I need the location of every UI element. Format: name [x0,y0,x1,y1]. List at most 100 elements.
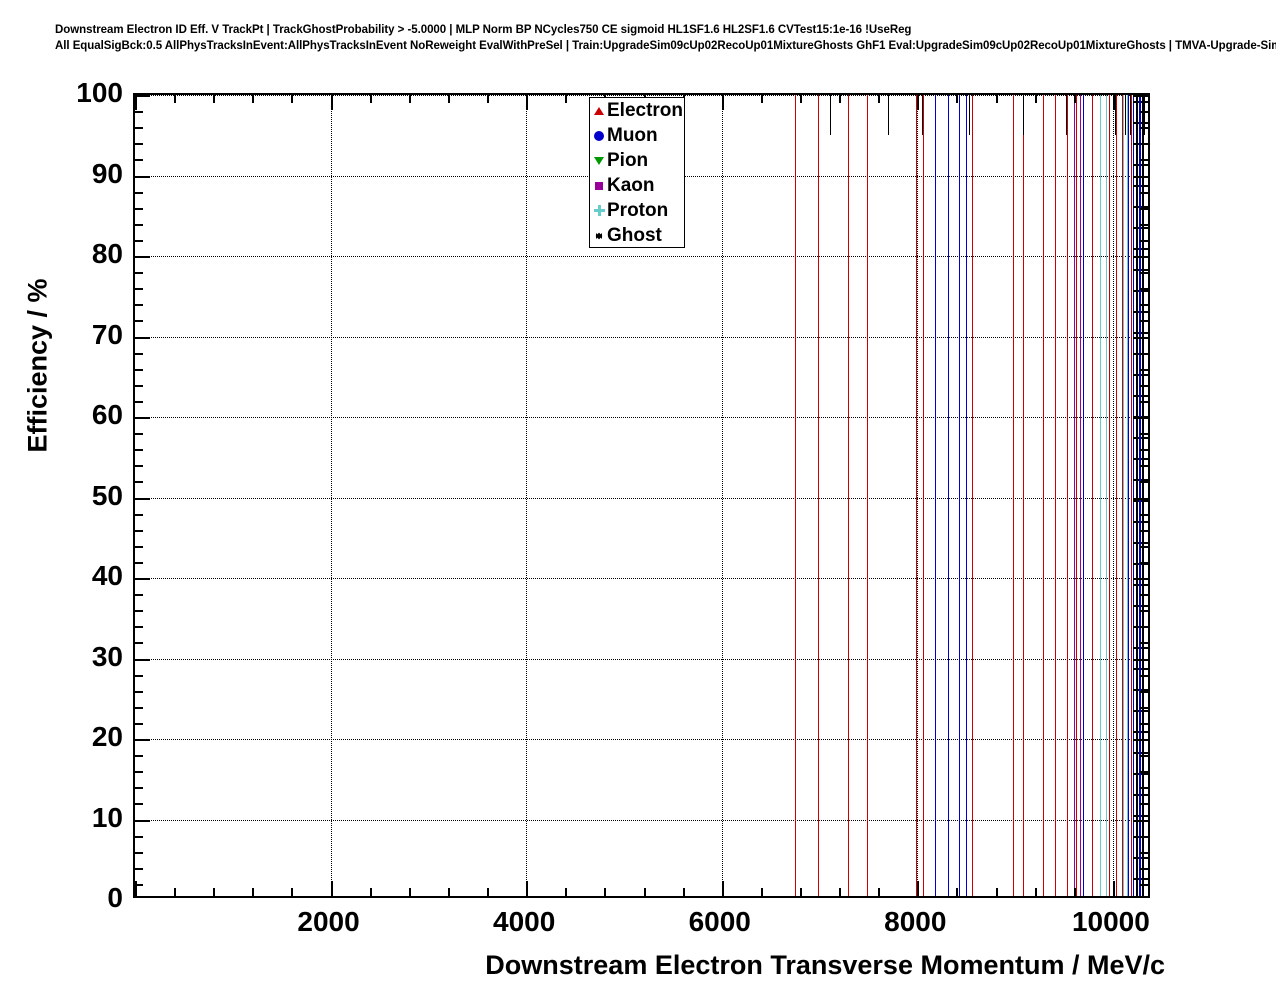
y-axis-tick [1140,674,1148,677]
x-axis-tick [917,95,920,110]
diamond-icon [592,229,606,243]
data-point-ghost [1136,95,1139,896]
y-axis-tick [135,722,143,725]
y-tick-label: 80 [91,238,123,269]
y-axis-tick [135,545,143,548]
y-axis-tick [135,819,150,822]
y-axis-tick [135,706,143,709]
legend-entry-electron[interactable]: Electron [590,98,684,123]
y-axis-tick [1140,626,1148,629]
grid-line-vertical [526,95,528,896]
data-point-kaon [1079,95,1081,896]
y-axis-tick [135,578,150,580]
y-axis-tick [135,690,143,693]
y-axis-tick [135,223,143,226]
y-tick-label: 10 [91,801,123,833]
y-tick-label: 30 [91,640,123,672]
y-axis-tick [1140,594,1148,597]
data-point-ghost [922,95,924,136]
y-axis-tick [135,497,150,500]
data-point-electron [1013,95,1015,896]
y-axis-tick [135,239,143,242]
y-axis-tick [1133,417,1148,419]
data-point-muon [1133,95,1135,896]
y-axis-tick [1140,400,1148,403]
y-tick-label: 0 [107,882,123,913]
y-axis-tick [1133,95,1148,97]
y-axis-tick [1133,497,1148,500]
circle-icon [592,129,606,143]
y-axis-tick [135,143,143,146]
x-axis-title: Downstream Electron Transverse Momentum … [485,950,1165,980]
x-axis-tick [760,95,763,103]
data-point-electron [1055,95,1057,896]
data-point-muon [1127,95,1129,896]
y-axis-tick [1140,384,1148,387]
y-axis-tick [135,288,143,291]
legend-label: Pion [607,150,649,171]
y-axis-tick [135,159,143,162]
x-axis-tick [604,888,607,896]
plot-header: Downstream Electron ID Eff. V TrackPt | … [55,22,1276,54]
x-axis-tick [565,95,568,103]
data-point-electron [916,95,918,896]
x-axis-tick [839,95,842,103]
y-axis-tick [135,191,143,194]
x-axis-tick [408,95,411,103]
y-axis-tick [135,465,143,468]
square-icon [592,179,606,193]
data-point-muon [934,95,936,896]
y-axis-tick [1140,851,1148,854]
y-axis-tick [1140,368,1148,371]
data-point-ghost [1130,95,1132,136]
data-point-electron [972,95,974,896]
y-axis-tick [135,127,143,130]
legend-entry-muon[interactable]: Muon [590,123,684,148]
x-axis-tick [917,881,920,896]
x-axis-tick [447,888,450,896]
data-point-electron [923,95,925,896]
data-point-ghost [1114,95,1116,136]
y-axis-tick [1140,771,1148,774]
legend-entry-kaon[interactable]: Kaon [590,173,684,198]
y-axis-tick [1140,867,1148,870]
x-axis-tick [799,95,802,103]
x-axis-tick [878,888,881,896]
data-point-electron [1066,95,1068,896]
x-axis-tick [526,95,529,110]
legend-entry-ghost[interactable]: Ghost [590,223,684,248]
data-point-kaon [1073,95,1075,896]
data-point-ghost [887,95,889,136]
grid-line-vertical [721,95,723,896]
legend-entry-proton[interactable]: Proton [590,198,684,223]
x-tick-label: 6000 [688,906,751,937]
x-axis-labels: 2000 4000 6000 8000 10000 [133,908,1150,948]
y-axis-tick [135,417,150,419]
y-axis-tick [1133,819,1148,822]
x-axis-tick [721,881,724,896]
data-point-electron [1108,95,1110,896]
legend-label: Kaon [607,175,655,196]
y-axis-tick [1140,159,1148,162]
legend-label: Proton [607,200,669,221]
x-axis-tick [135,95,137,110]
x-axis-tick [330,881,333,896]
x-axis-tick [291,888,294,896]
y-axis-tick [1140,207,1148,210]
y-axis-tick [135,111,143,114]
legend-entry-pion[interactable]: Pion [590,148,684,173]
x-axis-tick [643,888,646,896]
data-point-muon [1139,95,1142,896]
x-axis-tick [526,881,529,896]
y-axis-tick [1140,433,1148,436]
y-tick-label: 40 [91,560,123,591]
y-axis-tick [135,320,143,323]
x-axis-tick [1034,95,1037,103]
y-tick-label: 60 [91,399,123,430]
y-axis-tick [135,207,143,210]
data-point-ghost [1022,95,1024,136]
data-point-proton [1126,95,1128,896]
x-axis-tick [1073,95,1076,103]
data-point-proton [1106,95,1108,896]
x-axis-tick [565,888,568,896]
